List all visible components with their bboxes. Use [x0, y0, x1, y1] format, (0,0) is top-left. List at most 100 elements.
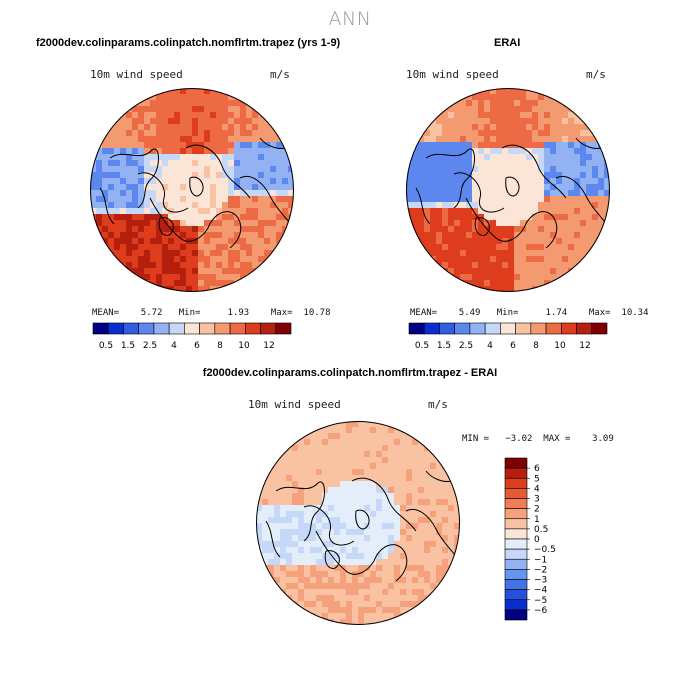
field-cell: [334, 475, 341, 482]
field-cell: [406, 523, 413, 530]
field-cell: [526, 166, 533, 173]
field-cell: [304, 469, 311, 476]
field-cell: [262, 535, 269, 542]
field-cell: [252, 250, 259, 257]
field-cell: [496, 88, 503, 95]
field-cell: [346, 571, 353, 578]
field-cell: [304, 523, 311, 530]
field-cell: [90, 166, 97, 173]
min-label: Min=: [178, 308, 201, 318]
field-cell: [400, 565, 407, 572]
field-cell: [280, 493, 287, 500]
colorbar-tick-label: 0: [534, 535, 540, 545]
field-cell: [352, 613, 359, 620]
field-cell: [580, 214, 587, 221]
field-cell: [538, 142, 545, 149]
field-cell: [526, 232, 533, 239]
field-cell: [574, 244, 581, 251]
field-cell: [126, 136, 133, 143]
field-cell: [102, 226, 109, 233]
field-cell: [382, 433, 389, 440]
field-cell: [466, 94, 473, 101]
field-cell: [478, 166, 485, 173]
field-cell: [258, 226, 265, 233]
field-cell: [400, 529, 407, 536]
field-cell: [478, 268, 485, 275]
field-cell: [334, 445, 341, 452]
field-cell: [508, 202, 515, 209]
field-cell: [246, 184, 253, 191]
field-cell: [394, 547, 401, 554]
field-cell: [436, 232, 443, 239]
field-cell: [430, 589, 437, 596]
field-cell: [448, 541, 455, 548]
field-cell: [240, 190, 247, 197]
field-cell: [454, 244, 461, 251]
field-cell: [472, 166, 479, 173]
field-cell: [162, 118, 169, 125]
field-cell: [240, 226, 247, 233]
field-cell: [234, 142, 241, 149]
field-cell: [424, 583, 431, 590]
field-cell: [370, 583, 377, 590]
field-cell: [114, 244, 121, 251]
field-cell: [424, 232, 431, 239]
field-cell: [108, 178, 115, 185]
field-cell: [418, 244, 425, 251]
field-cell: [424, 529, 431, 536]
field-cell: [268, 523, 275, 530]
field-cell: [352, 493, 359, 500]
field-cell: [448, 136, 455, 143]
field-cell: [490, 172, 497, 179]
field-cell: [216, 166, 223, 173]
field-cell: [520, 136, 527, 143]
field-cell: [514, 268, 521, 275]
field-cell: [210, 148, 217, 155]
field-cell: [96, 196, 103, 203]
field-cell: [412, 565, 419, 572]
field-cell: [262, 523, 269, 530]
field-cell: [310, 517, 317, 524]
field-cell: [502, 268, 509, 275]
field-cell: [562, 178, 569, 185]
field-cell: [460, 208, 467, 215]
field-cell: [328, 553, 335, 560]
field-cell: [406, 487, 413, 494]
field-cell: [304, 463, 311, 470]
field-cell: [180, 88, 187, 95]
field-cell: [288, 190, 294, 197]
field-cell: [364, 451, 371, 458]
field-cell: [544, 274, 551, 281]
field-cell: [352, 505, 359, 512]
field-cell: [234, 238, 241, 245]
field-cell: [436, 547, 443, 554]
field-cell: [562, 148, 569, 155]
field-cell: [592, 208, 599, 215]
field-cell: [192, 202, 199, 209]
field-cell: [490, 94, 497, 101]
field-cell: [496, 226, 503, 233]
field-cell: [364, 487, 371, 494]
field-cell: [138, 118, 145, 125]
field-cell: [174, 226, 181, 233]
field-cell: [228, 274, 235, 281]
field-cell: [198, 118, 205, 125]
field-cell: [96, 172, 103, 179]
field-cell: [198, 106, 205, 113]
field-cell: [174, 112, 181, 119]
field-cell: [472, 202, 479, 209]
field-cell: [460, 172, 467, 179]
field-cell: [180, 154, 187, 161]
field-cell: [102, 232, 109, 239]
field-cell: [132, 166, 139, 173]
panel-title-model: f2000dev.colinparams.colinpatch.nomflrtm…: [36, 37, 341, 49]
field-cell: [204, 106, 211, 113]
field-cell: [406, 196, 413, 203]
field-cell: [216, 112, 223, 119]
field-cell: [240, 268, 247, 275]
field-cell: [556, 244, 563, 251]
field-cell: [162, 202, 169, 209]
field-cell: [174, 262, 181, 269]
colorbar-tick-label: −0.5: [534, 545, 556, 555]
field-cell: [574, 160, 581, 167]
